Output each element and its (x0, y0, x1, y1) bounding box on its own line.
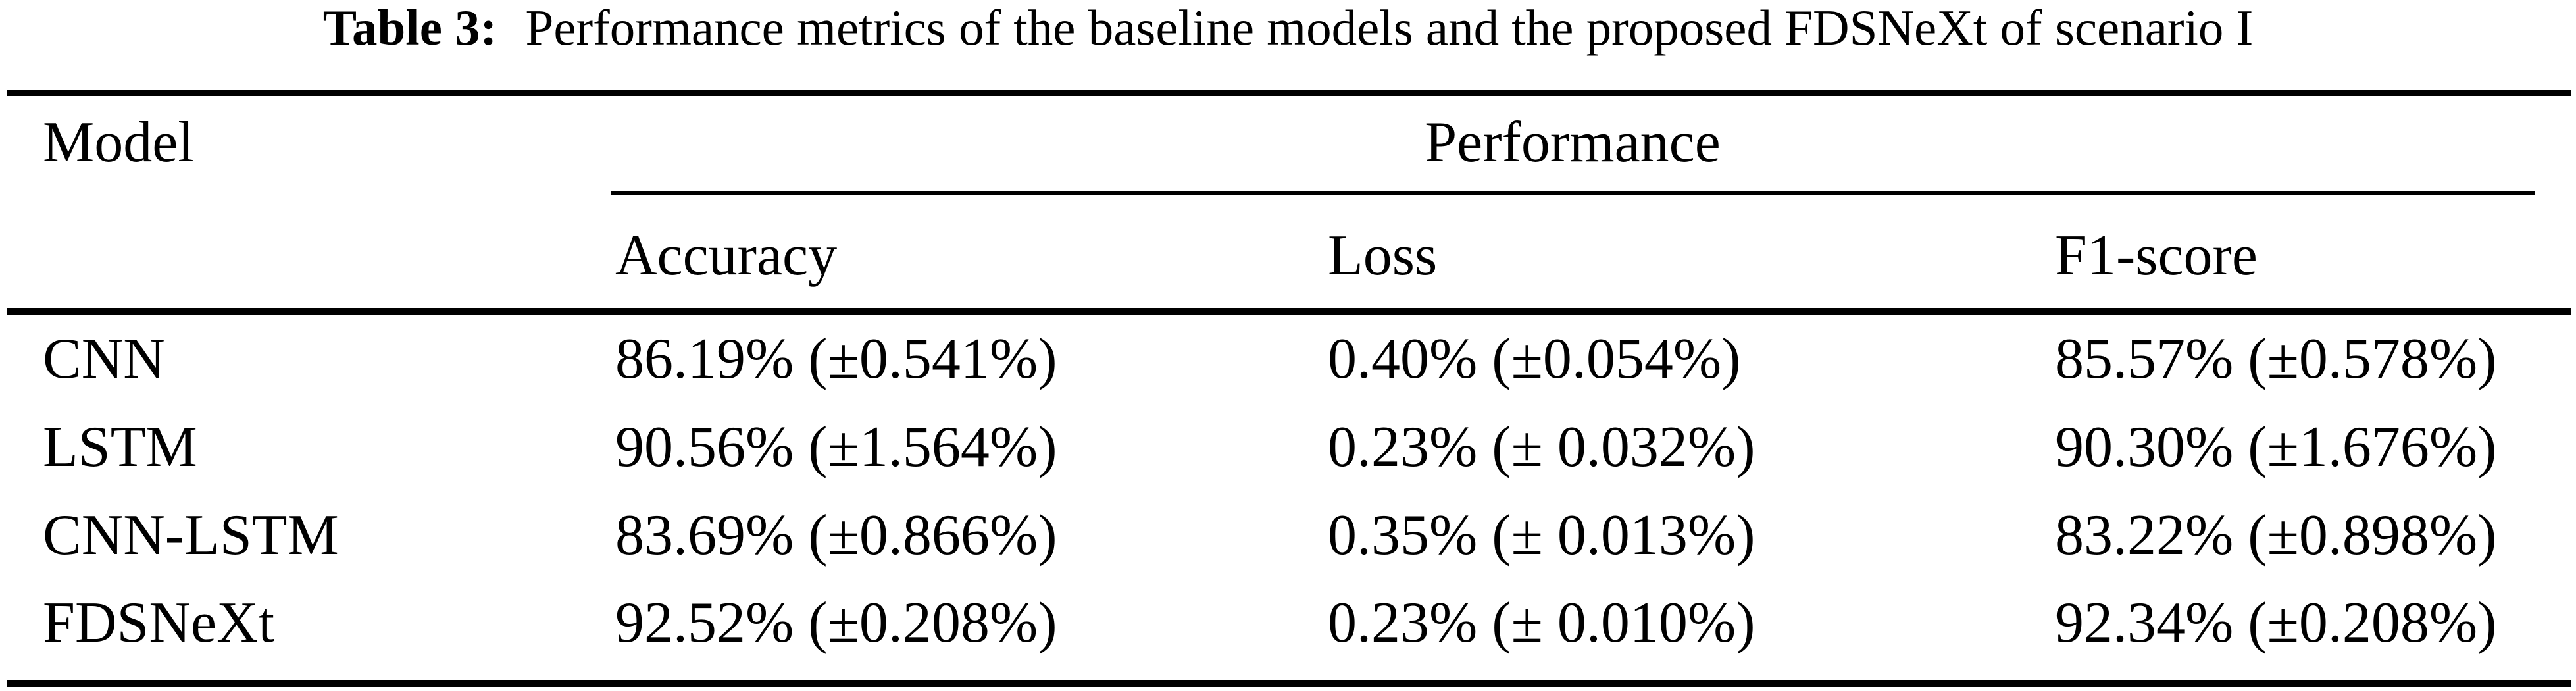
f1-column-header: F1-score (2055, 224, 2258, 288)
row0-model-cell: CNN (43, 327, 165, 391)
model-column-header: Model (43, 111, 194, 174)
performance-spanner-rule (611, 191, 2535, 195)
row2-accuracy-cell: 83.69% (±0.866%) (615, 503, 1057, 567)
table-caption-number: Table 3: (322, 0, 497, 56)
row0-f1-cell: 85.57% (±0.578%) (2055, 327, 2497, 391)
row3-accuracy-cell: 92.52% (±0.208%) (615, 591, 1057, 655)
row2-model-cell: CNN-LSTM (43, 503, 339, 567)
row3-loss-cell: 0.23% (± 0.010%) (1328, 591, 1755, 655)
row2-loss-cell: 0.35% (± 0.013%) (1328, 503, 1755, 567)
table-caption: Table 3: Performance metrics of the base… (0, 0, 2576, 61)
row0-loss-cell: 0.40% (±0.054%) (1328, 327, 1741, 391)
loss-column-header: Loss (1328, 224, 1438, 288)
row1-model-cell: LSTM (43, 415, 197, 479)
performance-spanner-header: Performance (1425, 111, 1721, 174)
row1-f1-cell: 90.30% (±1.676%) (2055, 415, 2497, 479)
row0-accuracy-cell: 86.19% (±0.541%) (615, 327, 1057, 391)
row3-f1-cell: 92.34% (±0.208%) (2055, 591, 2497, 655)
row1-loss-cell: 0.23% (± 0.032%) (1328, 415, 1755, 479)
row3-model-cell: FDSNeXt (43, 591, 275, 655)
table-bottom-rule (7, 680, 2571, 687)
accuracy-column-header: Accuracy (615, 224, 838, 288)
row2-f1-cell: 83.22% (±0.898%) (2055, 503, 2497, 567)
table-top-rule (7, 90, 2571, 96)
table-header-rule (7, 308, 2571, 315)
table-caption-text: Performance metrics of the baseline mode… (525, 0, 2254, 56)
row1-accuracy-cell: 90.56% (±1.564%) (615, 415, 1057, 479)
